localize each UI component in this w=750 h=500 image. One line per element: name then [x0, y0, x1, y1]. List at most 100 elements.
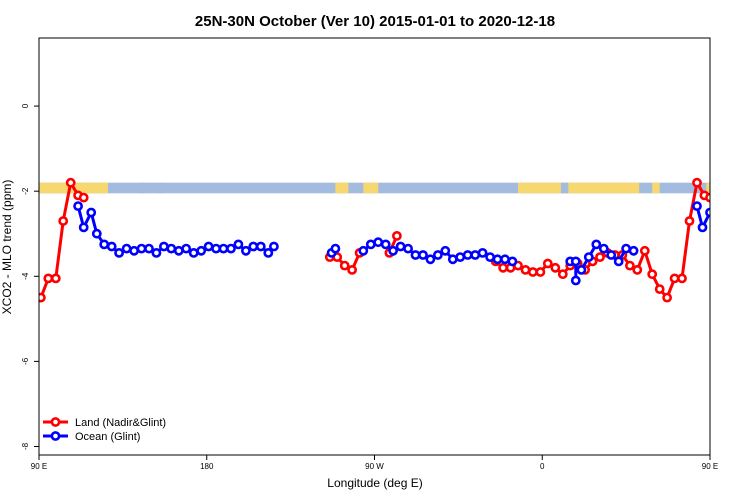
series-1-point-5-0: [692, 201, 702, 211]
series-0-point-3-14: [595, 252, 605, 262]
series-1-point-2-4: [388, 245, 398, 256]
series-1-point-4-3: [598, 243, 609, 254]
series-layer: [39, 177, 750, 303]
series-1-point-0-27: [268, 241, 279, 252]
series-0-point-3-22: [654, 284, 665, 294]
series-0-point-0-1: [43, 273, 54, 284]
land-segment-3: [518, 182, 640, 194]
legend-label-1: Ocean (Glint): [75, 431, 140, 443]
series-0: [39, 177, 710, 303]
series-1-point-2-2: [373, 237, 384, 248]
series-0-point-3-1: [498, 262, 508, 273]
series-0-point-3-7: [542, 258, 553, 269]
chart-title: 25N-30N October (Ver 10) 2015-01-01 to 2…: [195, 13, 555, 30]
series-0-point-3-18: [625, 260, 635, 271]
series-1-point-0-17: [196, 245, 207, 256]
series-1-point-0-23: [240, 245, 251, 256]
series-1-point-0-26: [263, 247, 274, 258]
land-segment-2: [363, 182, 379, 194]
x-tick-label-3: 0: [540, 462, 545, 471]
series-0-point-0-2: [50, 273, 61, 284]
series-1-point-0-1: [78, 222, 89, 233]
series-1-point-0-16: [188, 247, 199, 258]
series-0-point-0-4: [65, 177, 76, 188]
series-1-point-0-7: [121, 243, 132, 254]
series-0-point-3-20: [639, 245, 650, 256]
x-tick-label-2: 90 W: [365, 462, 384, 471]
series-1-point-0-11: [151, 247, 162, 258]
y-tick-label-3: -6: [21, 357, 30, 365]
series-0-point-2-1: [391, 230, 402, 241]
y-axis: 0 -2 -4 -6 -8: [21, 103, 39, 450]
series-1-point-2-20: [507, 256, 518, 267]
series-1-point-4-0: [576, 264, 587, 275]
series-1-point-4-7: [628, 245, 639, 256]
legend-marker-1: [50, 431, 61, 441]
x-axis: 90 E 180 90 W 0 90 E: [31, 455, 718, 471]
series-0-point-3-29: [705, 192, 710, 203]
legend-marker-0: [50, 417, 61, 427]
series-1-point-2-18: [492, 254, 503, 265]
land-segment-4: [652, 182, 660, 194]
series-1-point-4-6: [621, 243, 631, 254]
series-1-point-0-10: [144, 243, 154, 254]
series-0-point-3-23: [662, 292, 672, 303]
legend: Land (Nadir&Glint) Ocean (Glint): [43, 417, 166, 443]
ocean-gap-1: [158, 182, 163, 194]
series-1-point-2-13: [455, 252, 466, 262]
x-axis-label: Longitude (deg E): [327, 476, 422, 490]
series-1-point-4-5: [613, 256, 624, 267]
land-segment-1: [335, 182, 349, 194]
x-tick-label-1: 180: [200, 462, 214, 471]
series-0-point-1-3: [347, 264, 357, 275]
series-1-point-0-22: [233, 239, 244, 250]
series-1-point-0-15: [181, 243, 192, 254]
series-0-point-0-0: [39, 292, 46, 303]
series-1-point-4-2: [591, 239, 602, 250]
series-1-point-0-18: [203, 241, 214, 252]
land-segment-5: [706, 182, 710, 194]
y-tick-label-1: -2: [21, 187, 30, 195]
y-tick-label-2: -4: [21, 272, 30, 280]
series-1-point-2-14: [462, 250, 473, 260]
series-1-point-2-16: [477, 247, 488, 258]
series-0-point-3-25: [677, 273, 687, 284]
ocean-gap-0: [139, 182, 146, 194]
series-1-point-2-9: [425, 254, 436, 265]
series-1-point-2-7: [410, 250, 421, 260]
series-1-point-0-6: [114, 247, 124, 258]
y-axis-label: XCO2 - MLO trend (ppm): [0, 180, 14, 315]
series-0-point-3-26: [684, 216, 695, 226]
series-0-point-3-8: [550, 262, 561, 273]
series-1-point-5-6: [736, 249, 743, 256]
series-1-point-2-5: [395, 241, 406, 252]
series-1-point-2-6: [403, 243, 413, 254]
legend-label-0: Land (Nadir&Glint): [75, 417, 166, 429]
series-1-point-2-0: [358, 245, 369, 256]
series-1-point-0-0: [73, 201, 83, 211]
series-1-point-2-8: [418, 250, 428, 260]
series-1-point-0-3: [91, 228, 102, 239]
series-1-point-4-1: [583, 252, 594, 262]
series-1-point-2-3: [380, 239, 391, 250]
series-1-point-5-3: [714, 230, 721, 237]
series-1-point-0-13: [166, 243, 177, 254]
series-1-point-2-11: [440, 245, 451, 256]
series-1-point-4-4: [606, 250, 617, 260]
series-1-point-0-2: [86, 207, 97, 218]
series-0-point-3-19: [632, 264, 643, 275]
x-tick-label-4: 90 E: [702, 462, 718, 471]
series-1-point-0-21: [226, 243, 236, 254]
series-1-point-3-2: [570, 275, 581, 286]
series-0-point-0-3: [58, 216, 69, 226]
series-0-point-3-5: [528, 267, 538, 277]
series-1-point-5-4: [721, 241, 728, 248]
series-0-point-0-6: [78, 192, 89, 203]
series-1-point-3-1: [570, 256, 581, 267]
series-1-point-5-7: [744, 245, 750, 252]
series-1-point-0-25: [255, 241, 266, 252]
series-1-point-0-9: [136, 243, 147, 254]
series-1-point-0-4: [99, 239, 110, 250]
series-1-point-0-24: [248, 241, 259, 252]
